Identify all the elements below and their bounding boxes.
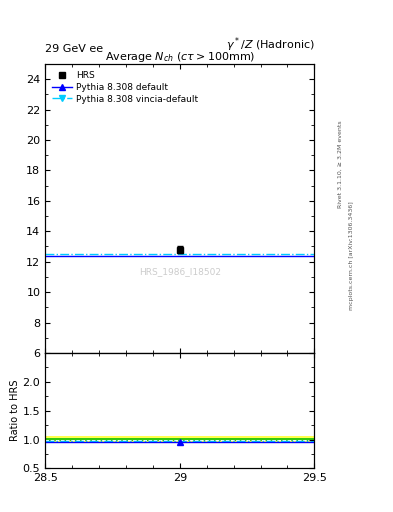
Text: HRS_1986_I18502: HRS_1986_I18502: [139, 267, 221, 276]
Text: $\gamma^*/Z$ (Hadronic): $\gamma^*/Z$ (Hadronic): [226, 35, 314, 54]
Y-axis label: Ratio to HRS: Ratio to HRS: [10, 380, 20, 441]
Text: Rivet 3.1.10, ≥ 3.2M events: Rivet 3.1.10, ≥ 3.2M events: [338, 120, 342, 208]
Text: mcplots.cern.ch [arXiv:1306.3436]: mcplots.cern.ch [arXiv:1306.3436]: [349, 202, 354, 310]
Bar: [45, 436, 314, 443]
Text: 29 GeV ee: 29 GeV ee: [45, 44, 103, 54]
Bar: [45, 438, 314, 441]
Legend: HRS, Pythia 8.308 default, Pythia 8.308 vincia-default: HRS, Pythia 8.308 default, Pythia 8.308 …: [50, 69, 201, 106]
Title: Average $N_{ch}$ ($c\tau > 100$mm): Average $N_{ch}$ ($c\tau > 100$mm): [105, 50, 255, 64]
